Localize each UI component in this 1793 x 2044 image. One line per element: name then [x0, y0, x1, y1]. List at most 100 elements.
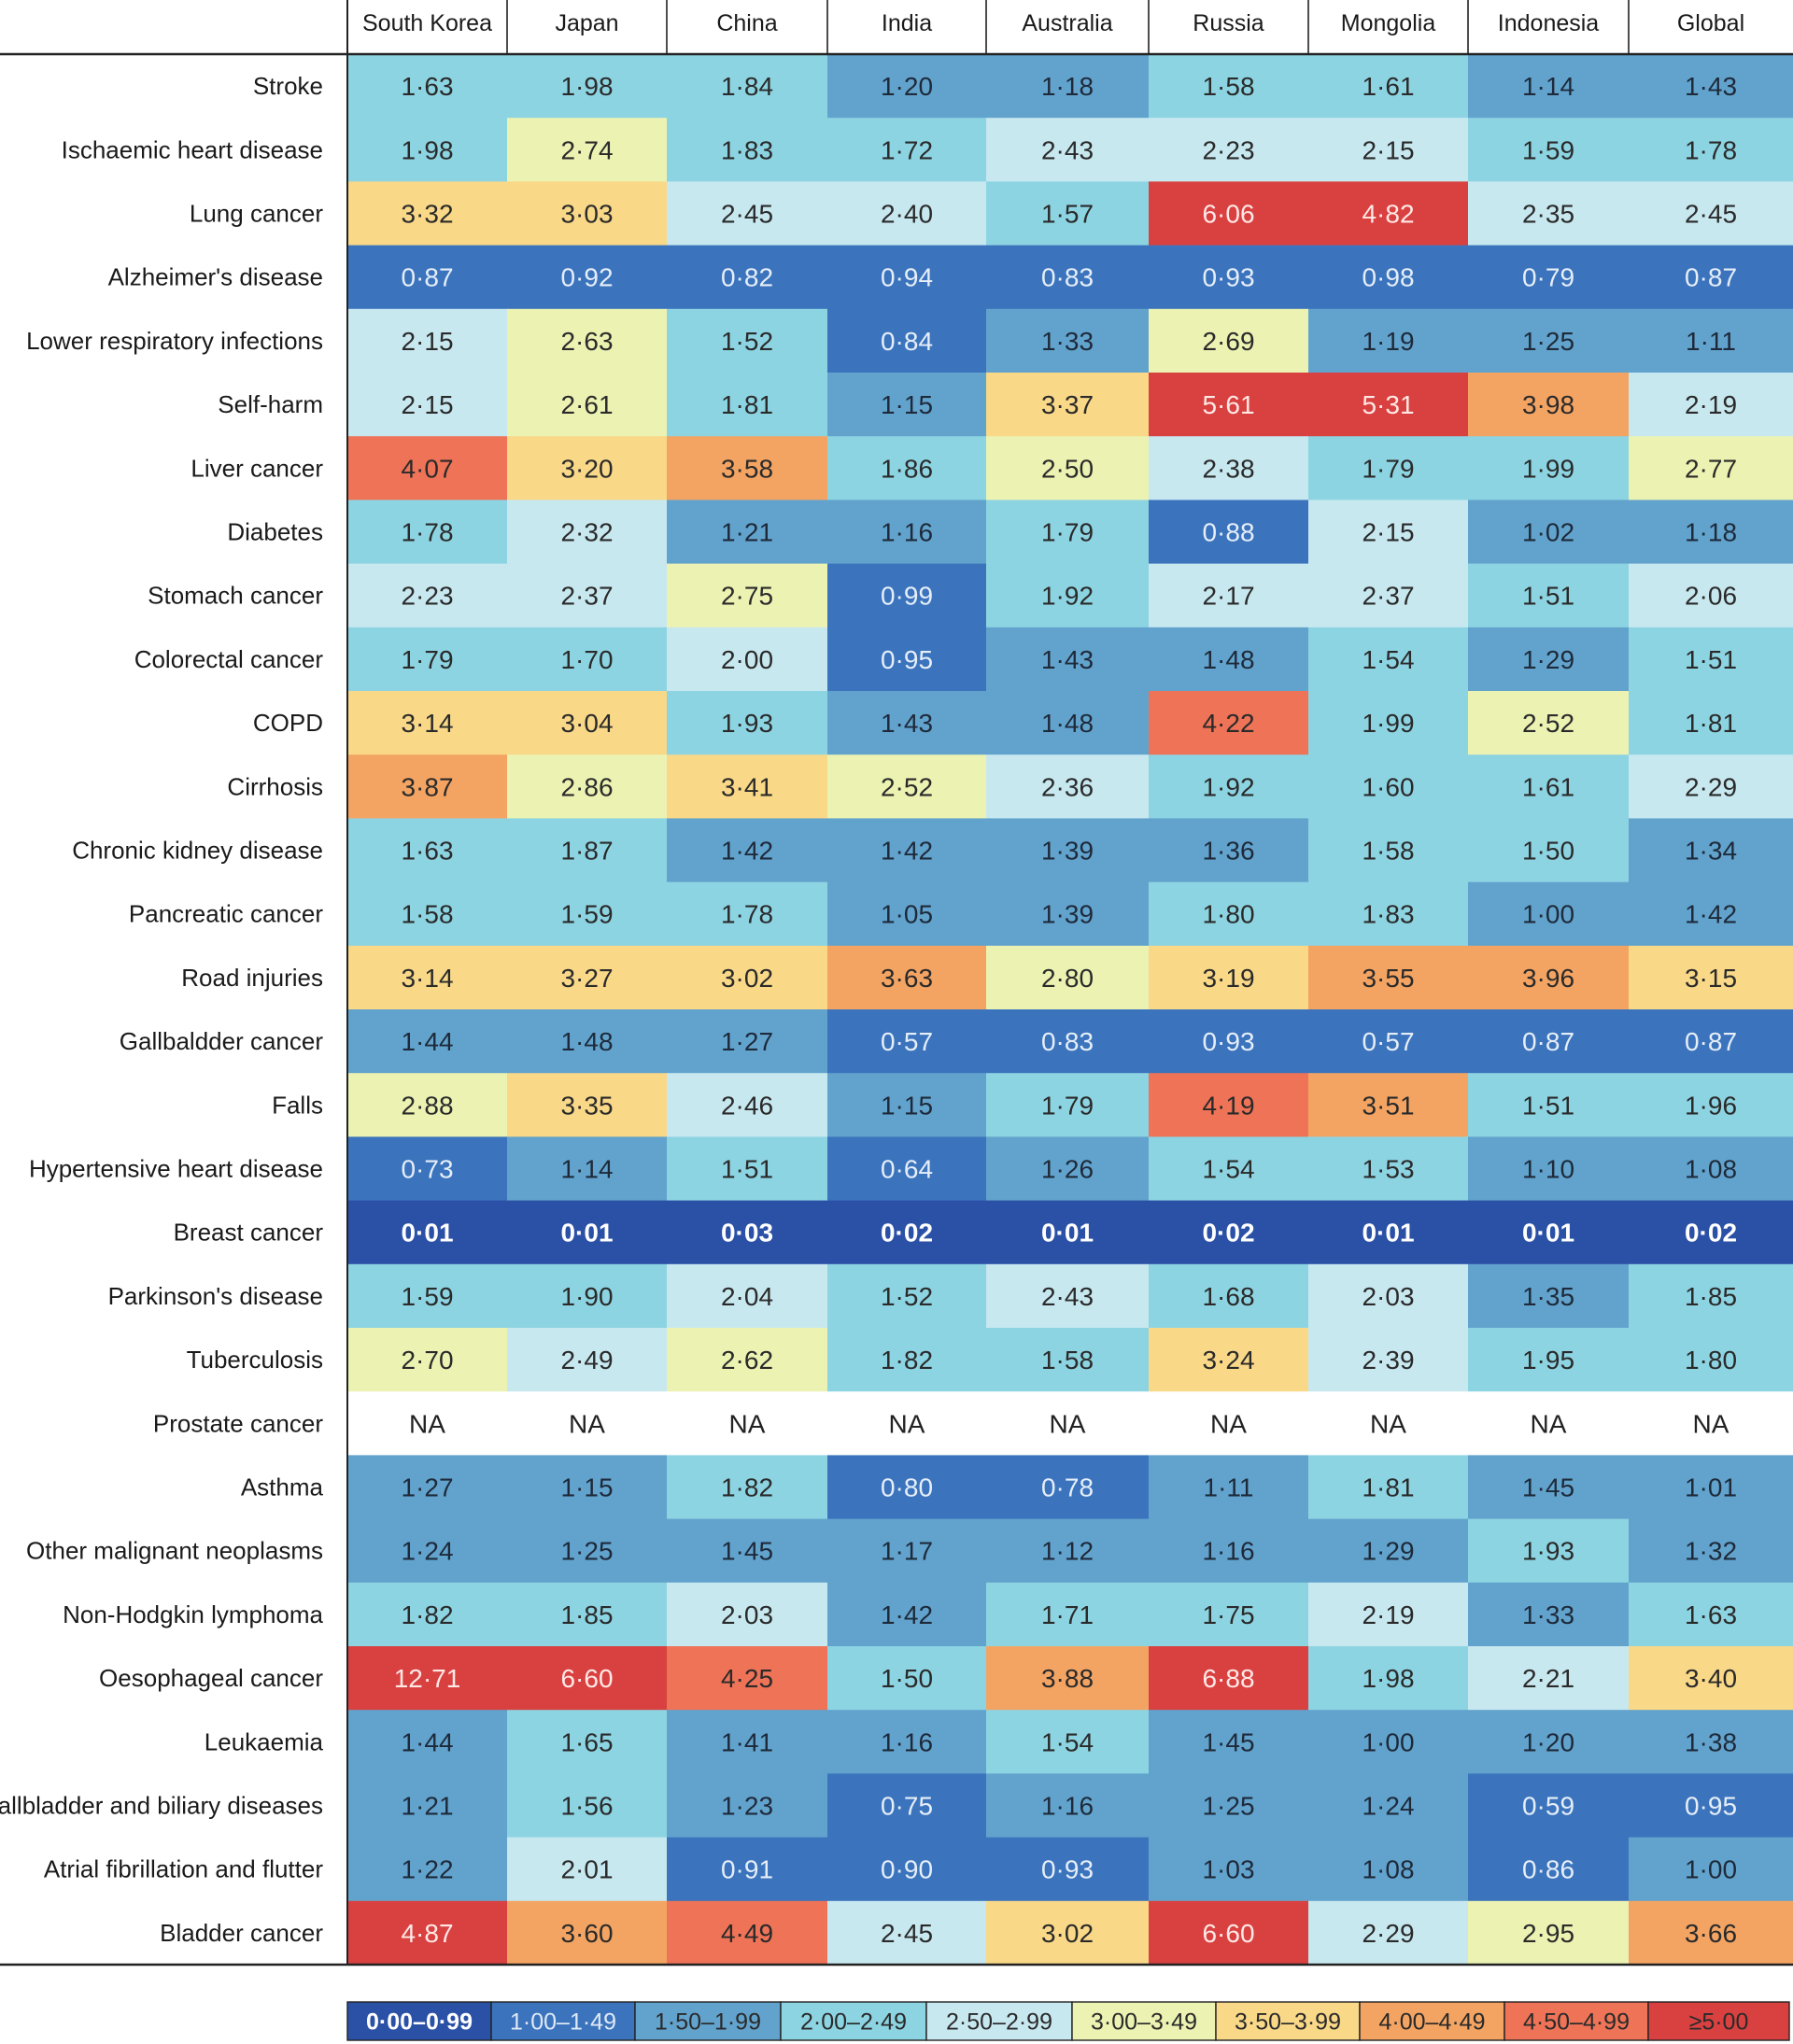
heatmap-cell [1629, 881, 1793, 947]
heatmap-cell [507, 563, 667, 628]
cell-value: 3·04 [560, 709, 613, 738]
heatmap-cell [507, 1710, 667, 1774]
heatmap-cell [827, 1136, 986, 1202]
cell-value: 1·51 [1685, 645, 1737, 674]
cell-value: 1·71 [1041, 1600, 1094, 1629]
cell-value: 1·14 [560, 1155, 613, 1184]
heatmap-cell [507, 245, 667, 310]
cell-value: 1·39 [1041, 837, 1094, 866]
cell-value: 1·36 [1202, 837, 1254, 866]
cell-value: 1·65 [560, 1727, 613, 1756]
cell-value: 0·93 [1202, 263, 1254, 292]
row-label: Hypertensive heart disease [29, 1155, 323, 1183]
cell-value: 2·17 [1202, 582, 1254, 611]
heatmap-cell [1149, 945, 1308, 1010]
cell-value: 1·72 [881, 135, 933, 164]
cell-value: 6·06 [1202, 200, 1254, 229]
heatmap-cell [347, 1582, 507, 1647]
cell-value: 1·44 [401, 1727, 453, 1756]
heatmap-cell [986, 1200, 1149, 1265]
heatmap-cell [507, 1773, 667, 1839]
row-label: COPD [253, 709, 323, 737]
heatmap-cell [1629, 945, 1793, 1010]
cell-value: 1·00 [1522, 900, 1574, 929]
heatmap-cell [1629, 1518, 1793, 1584]
heatmap-cell [507, 181, 667, 247]
heatmap-cell [1308, 1136, 1468, 1202]
legend-label: 3·00–3·49 [1091, 2009, 1197, 2036]
heatmap-cell [667, 1710, 827, 1774]
heatmap-cell [827, 1009, 986, 1074]
cell-value: 1·38 [1685, 1727, 1737, 1756]
heatmap-cell [1629, 1328, 1793, 1392]
cell-value: 2·52 [881, 772, 933, 801]
row-label: Liver cancer [191, 454, 323, 482]
heatmap-cell [507, 691, 667, 755]
heatmap-cell [827, 754, 986, 819]
heatmap-cell [986, 1837, 1149, 1902]
cell-value: 2·06 [1685, 582, 1737, 611]
heatmap-cell [507, 1073, 667, 1137]
cell-value: 1·63 [1685, 1600, 1737, 1629]
legend-swatch [1215, 2001, 1361, 2041]
cell-value: 1·53 [1362, 1155, 1414, 1184]
row-label: Cirrhosis [227, 772, 323, 800]
heatmap-cell [1149, 754, 1308, 819]
cell-value: 1·99 [1362, 709, 1414, 738]
cell-value: 1·59 [1522, 135, 1574, 164]
column-label: Japan [555, 10, 618, 36]
legend-swatch [346, 2001, 492, 2041]
heatmap-cell [1629, 563, 1793, 628]
cell-value: 1·58 [401, 900, 453, 929]
cell-value: 1·68 [1202, 1282, 1254, 1311]
cell-value: 1·20 [881, 72, 933, 101]
cell-value: 1·57 [1041, 200, 1094, 229]
cell-value: 2·80 [1041, 964, 1094, 993]
heatmap-cell [1308, 373, 1468, 437]
cell-value: 1·58 [1202, 72, 1254, 101]
heatmap-cell [667, 1900, 827, 1966]
heatmap-cell [986, 1136, 1149, 1202]
cell-value: 1·17 [881, 1537, 933, 1566]
cell-value: 0·95 [1685, 1792, 1737, 1821]
heatmap-cell [827, 1455, 986, 1520]
column-label: Mongolia [1341, 10, 1436, 36]
cell-value: 0·99 [881, 582, 933, 611]
cell-value: 1·81 [721, 390, 773, 419]
row-label: Bladder cancer [160, 1919, 323, 1947]
heatmap-cell [827, 691, 986, 755]
cell-value: 0·87 [1522, 1027, 1574, 1056]
cell-value: 0·92 [560, 263, 613, 292]
heatmap-cell [1468, 1518, 1629, 1584]
cell-value: 2·52 [1522, 709, 1574, 738]
cell-value: 0·78 [1041, 1473, 1094, 1502]
cell-value: 1·98 [1362, 1664, 1414, 1693]
heatmap-cell [507, 1009, 667, 1074]
cell-value: 6·60 [1202, 1919, 1254, 1948]
cell-value: 1·61 [1362, 72, 1414, 101]
heatmap-cell [667, 436, 827, 500]
heatmap-cell [986, 1391, 1149, 1456]
cell-value: 3·51 [1362, 1091, 1414, 1120]
cell-value: 12·71 [394, 1664, 461, 1693]
row-label: Other malignant neoplasms [26, 1537, 323, 1565]
heatmap-cell [667, 1009, 827, 1074]
cell-value: 1·83 [1362, 900, 1414, 929]
cell-value: 1·93 [721, 709, 773, 738]
heatmap-cell [1468, 1328, 1629, 1392]
heatmap-cell [1308, 563, 1468, 628]
cell-value: 1·26 [1041, 1155, 1094, 1184]
cell-value: 1·20 [1522, 1727, 1574, 1756]
cell-value: 3·20 [560, 454, 613, 483]
heatmap-cell [827, 1900, 986, 1966]
cell-value: 1·42 [881, 1600, 933, 1629]
heatmap-cell [667, 563, 827, 628]
heatmap-cell [1149, 1136, 1308, 1202]
cell-value: 2·15 [401, 327, 453, 356]
heatmap-cell [667, 373, 827, 437]
heatmap-cell [507, 1263, 667, 1329]
heatmap-cell [1468, 1263, 1629, 1329]
cell-value: 1·16 [881, 1727, 933, 1756]
heatmap-cell [986, 563, 1149, 628]
heatmap-cell [1468, 373, 1629, 437]
